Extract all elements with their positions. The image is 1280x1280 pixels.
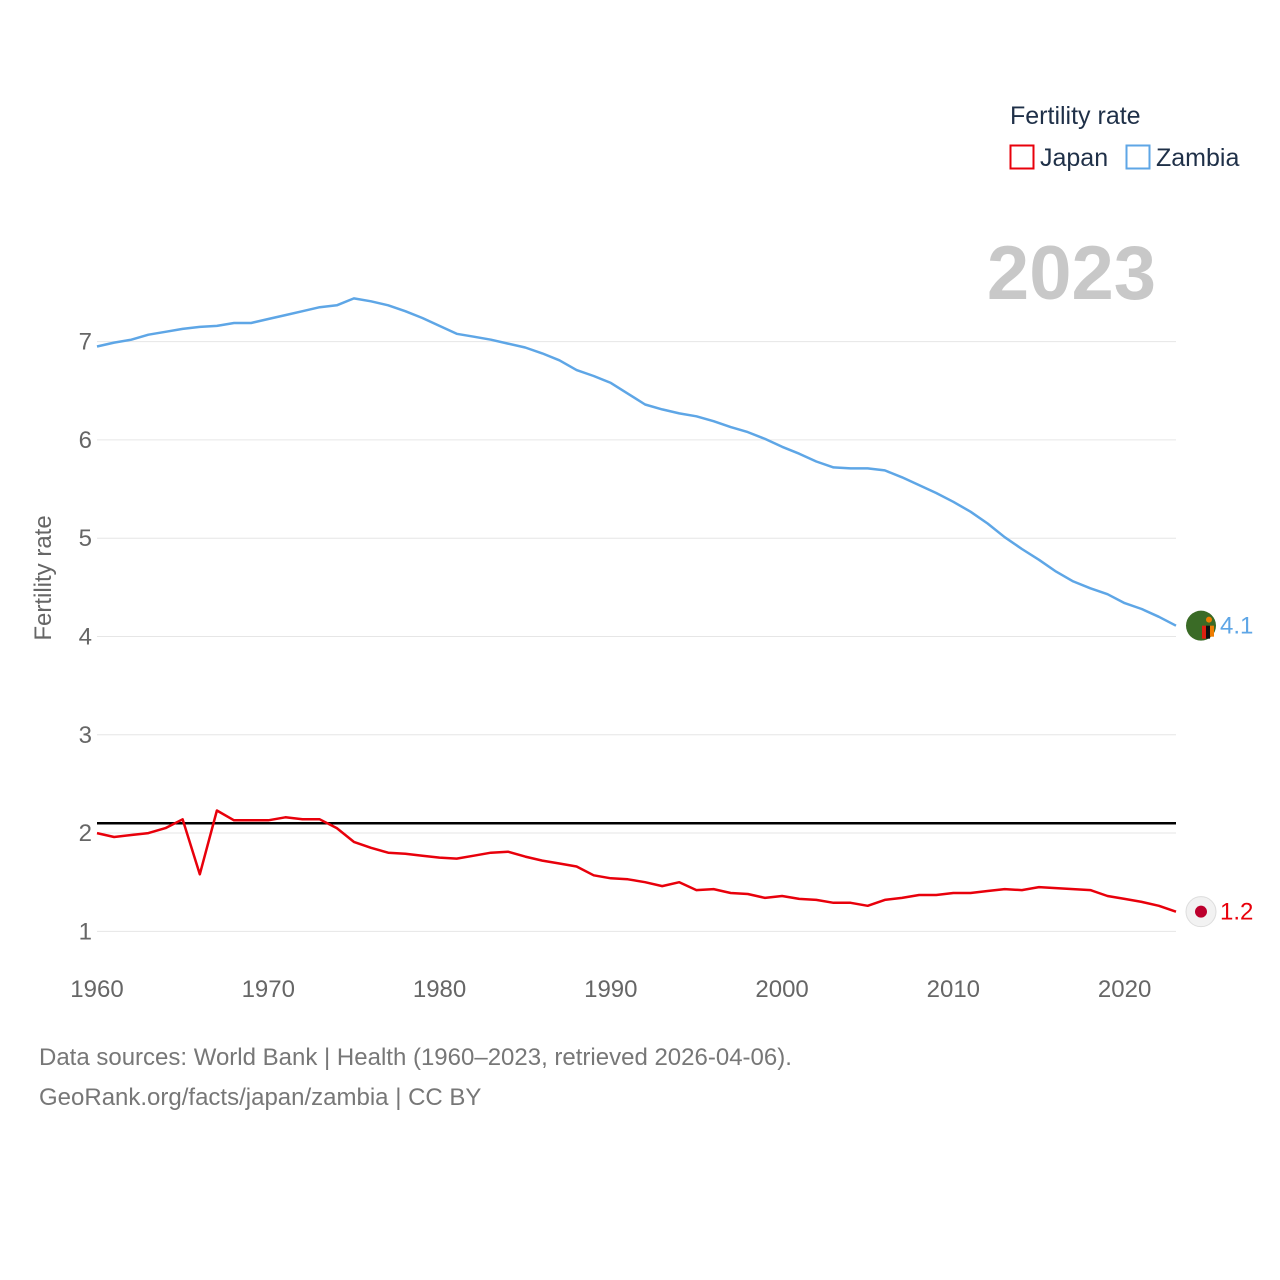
footer-sources: Data sources: World Bank | Health (1960–… [39,1044,792,1071]
y-tick-label: 4 [79,623,92,650]
y-tick-label: 7 [79,329,92,356]
legend-swatch-zambia[interactable] [1125,144,1151,170]
legend: Fertility rate Japan Zambia [1009,102,1239,172]
x-axis-ticks: 1960 1970 1980 1990 2000 2010 2020 [70,976,1151,1003]
zambia-flag-icon [1186,610,1216,641]
y-axis-title: Fertility rate [30,515,57,640]
y-tick-label: 3 [79,722,92,749]
end-label-zambia: 4.1 [1220,613,1253,640]
series-line-japan[interactable] [96,809,1177,913]
japan-flag-icon [1185,896,1217,928]
year-label: 2023 [987,231,1156,316]
y-tick-label: 2 [79,820,92,847]
y-tick-label: 6 [79,427,92,454]
legend-swatch-japan[interactable] [1009,144,1035,170]
y-tick-label: 5 [79,525,92,552]
x-tick-label: 2000 [755,976,808,1003]
y-tick-label: 1 [79,918,92,945]
legend-label-japan[interactable]: Japan [1040,144,1108,172]
end-label-japan: 1.2 [1220,899,1253,926]
x-tick-label: 1990 [584,976,637,1003]
y-axis-ticks: 1 2 3 4 5 6 7 [79,329,92,946]
series-line-zambia[interactable] [96,297,1177,627]
x-tick-label: 1980 [413,976,466,1003]
footer-credit[interactable]: GeoRank.org/facts/japan/zambia | CC BY [39,1084,482,1111]
x-tick-label: 1970 [242,976,295,1003]
series-lines [96,297,1177,913]
legend-title: Fertility rate [1010,102,1141,130]
legend-label-zambia[interactable]: Zambia [1156,144,1239,172]
gridlines [97,341,1176,932]
x-tick-label: 1960 [70,976,123,1003]
end-markers: 1.2 4.1 [1185,610,1253,928]
x-tick-label: 2020 [1098,976,1151,1003]
x-tick-label: 2010 [927,976,980,1003]
